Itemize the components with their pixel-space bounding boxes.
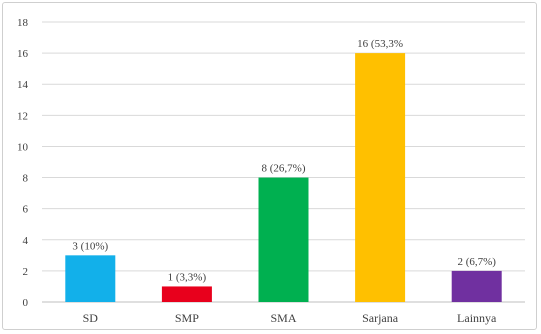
data-label-sarjana: 16 (53,3%	[357, 38, 403, 50]
y-tick-label: 16	[17, 48, 29, 60]
bar-sarjana	[355, 53, 406, 302]
y-tick-label: 18	[17, 17, 29, 29]
y-tick-label: 0	[23, 297, 29, 309]
x-axis: SD SMP SMA Sarjana Lainnya	[83, 311, 497, 325]
y-tick-label: 10	[17, 141, 29, 153]
x-tick-label-sd: SD	[83, 311, 99, 325]
x-tick-label-sarjana: Sarjana	[362, 311, 399, 325]
bar-sd	[65, 255, 116, 302]
x-tick-label-smp: SMP	[175, 311, 199, 325]
y-tick-label: 8	[23, 173, 29, 185]
gridlines	[42, 21, 525, 303]
y-tick-label: 2	[23, 266, 29, 278]
y-tick-label: 6	[23, 204, 29, 216]
y-tick-label: 14	[17, 79, 29, 91]
data-label-smp: 1 (3,3%)	[168, 271, 207, 283]
data-label-lainnya: 2 (6,7%)	[457, 256, 496, 268]
x-tick-label-lainnya: Lainnya	[457, 311, 497, 325]
y-tick-label: 4	[23, 235, 29, 247]
data-label-sd: 3 (10%)	[72, 240, 108, 252]
x-tick-label-sma: SMA	[270, 311, 296, 325]
bars	[65, 53, 502, 302]
y-axis: 0 2 4 6 8 10 12 14 16 18	[17, 17, 29, 309]
y-tick-label: 12	[17, 110, 28, 122]
bar-smp	[161, 286, 212, 302]
data-labels: 3 (10%) 1 (3,3%) 8 (26,7%) 16 (53,3% 2 (6,7%…	[72, 38, 496, 283]
bar-sma	[258, 177, 309, 302]
data-label-sma: 8 (26,7%)	[262, 163, 306, 175]
bar-lainnya	[451, 270, 502, 302]
